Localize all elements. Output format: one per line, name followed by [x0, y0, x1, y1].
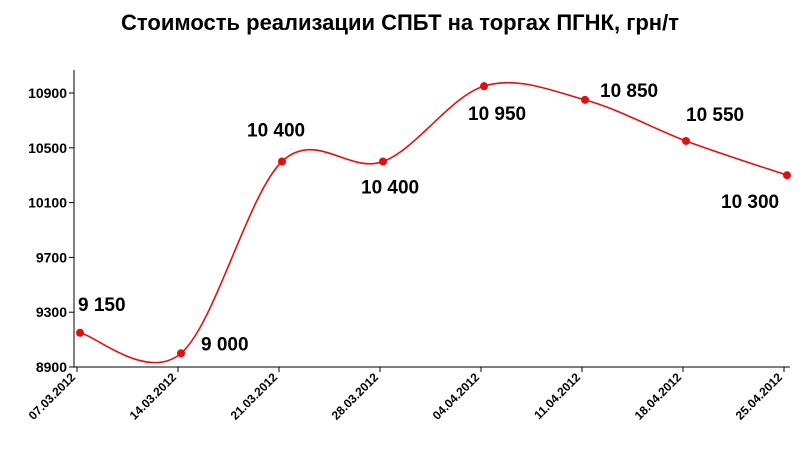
data-point [177, 349, 185, 358]
y-tick-label: 10100 [28, 195, 67, 211]
y-tick-label: 8900 [36, 359, 67, 375]
data-point [581, 95, 589, 104]
data-point [480, 82, 488, 91]
x-tick-label: 07.03.2012 [26, 370, 79, 423]
data-label: 10 400 [361, 178, 419, 199]
x-tick-label: 11.04.2012 [531, 370, 583, 422]
x-tick-label: 04.04.2012 [430, 370, 483, 423]
x-tick-label: 28.03.2012 [329, 370, 382, 423]
x-tick-label: 14.03.2012 [127, 370, 180, 423]
chart-title: Стоимость реализации СПБТ на торгах ПГНК… [121, 10, 679, 35]
axes [73, 70, 790, 368]
data-point [379, 157, 387, 166]
y-tick-label: 9700 [36, 249, 67, 265]
x-tick-label: 21.03.2012 [228, 370, 281, 423]
series-line [79, 81, 788, 364]
y-tick-label: 10900 [28, 85, 67, 101]
data-label: 10 300 [721, 192, 779, 213]
data-label: 10 950 [468, 104, 526, 125]
data-point [278, 157, 286, 166]
data-labels: 9 150 9 000 10 400 10 400 10 950 10 850 10 550… [78, 81, 779, 355]
data-points [76, 82, 791, 358]
data-label: 10 550 [686, 105, 744, 126]
y-tick-label: 9300 [36, 304, 67, 320]
data-point [783, 171, 791, 180]
data-label: 9 150 [78, 295, 126, 316]
x-tick-label: 25.04.2012 [733, 370, 786, 423]
data-label: 10 400 [247, 121, 305, 142]
y-axis-ticks: 8900 9300 9700 10100 10500 10900 [28, 85, 74, 375]
x-axis-ticks: 07.03.2012 14.03.2012 21.03.2012 28.03.2012… [26, 367, 786, 423]
data-point [76, 328, 84, 337]
x-tick-label: 18.04.2012 [632, 370, 685, 423]
data-point [682, 136, 690, 145]
data-label: 10 850 [600, 81, 658, 102]
data-label: 9 000 [201, 334, 249, 355]
series-line-group [79, 81, 788, 364]
y-tick-label: 10500 [28, 140, 67, 156]
